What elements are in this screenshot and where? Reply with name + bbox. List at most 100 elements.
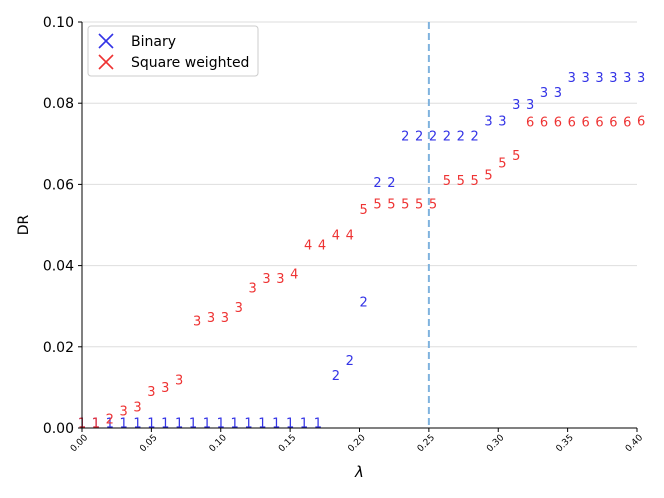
point-binary-4: 1 — [133, 416, 141, 431]
point-square-weighted-20: 5 — [360, 203, 368, 218]
point-square-weighted-27: 5 — [457, 174, 465, 189]
point-square-weighted-15: 4 — [290, 268, 298, 283]
point-square-weighted-6: 3 — [161, 381, 169, 396]
point-square-weighted-7: 3 — [175, 373, 183, 388]
point-binary-26: 2 — [443, 130, 451, 145]
y-tick-label-1: 0.02 — [43, 340, 74, 356]
x-tick-label-1: 0.05 — [138, 433, 159, 454]
point-binary-23: 2 — [401, 130, 409, 145]
point-binary-21: 2 — [373, 176, 381, 191]
point-square-weighted-14: 3 — [276, 272, 284, 287]
point-square-weighted-19: 4 — [346, 229, 354, 244]
point-binary-29: 3 — [484, 115, 492, 130]
point-binary-3: 1 — [119, 416, 127, 431]
point-binary-24: 2 — [415, 130, 423, 145]
point-square-weighted-31: 5 — [512, 149, 520, 164]
point-square-weighted-38: 6 — [609, 115, 617, 130]
point-binary-6: 1 — [161, 416, 169, 431]
point-binary-33: 3 — [540, 86, 548, 101]
point-square-weighted-35: 6 — [568, 115, 576, 130]
point-binary-2: 1 — [106, 416, 114, 431]
point-binary-14: 1 — [272, 416, 280, 431]
point-square-weighted-12: 3 — [249, 282, 257, 297]
point-binary-28: 2 — [471, 130, 479, 145]
point-square-weighted-22: 5 — [387, 197, 395, 212]
point-binary-38: 3 — [609, 71, 617, 86]
point-square-weighted-33: 6 — [540, 115, 548, 130]
y-axis-label: DR — [16, 214, 32, 235]
point-square-weighted-21: 5 — [373, 197, 381, 212]
axes — [81, 22, 637, 429]
point-binary-19: 2 — [346, 354, 354, 369]
point-binary-7: 1 — [175, 416, 183, 431]
point-square-weighted-18: 4 — [332, 229, 340, 244]
x-tick-label-3: 0.15 — [277, 433, 298, 454]
point-binary-34: 3 — [554, 86, 562, 101]
y-tick-label-5: 0.10 — [43, 15, 74, 31]
x-tick-label-6: 0.30 — [485, 433, 506, 454]
point-square-weighted-9: 3 — [207, 311, 215, 326]
x-tick-label-5: 0.25 — [416, 433, 437, 454]
point-square-weighted-24: 5 — [415, 197, 423, 212]
legend-box — [87, 25, 259, 77]
x-tick-label-7: 0.35 — [555, 433, 576, 454]
point-binary-31: 3 — [512, 98, 520, 113]
point-square-weighted-8: 3 — [193, 314, 201, 329]
x-tick-label-2: 0.10 — [208, 433, 229, 454]
point-binary-27: 2 — [457, 130, 465, 145]
point-binary-5: 1 — [147, 416, 155, 431]
point-square-weighted-3: 3 — [119, 405, 127, 420]
point-binary-32: 3 — [526, 98, 534, 113]
point-square-weighted-16: 4 — [304, 238, 312, 253]
point-square-weighted-30: 5 — [498, 156, 506, 171]
point-binary-10: 1 — [217, 416, 225, 431]
tick-labels: 0.000.020.040.060.080.100.00 0.05 0.10 0.15… — [43, 15, 645, 454]
legend: Binary Square weighted — [87, 25, 259, 77]
point-binary-30: 3 — [498, 115, 506, 130]
point-square-weighted-1: 1 — [92, 416, 100, 431]
point-binary-25: 2 — [429, 130, 437, 145]
legend-label-0: Binary — [131, 34, 176, 50]
point-square-weighted-39: 6 — [623, 115, 631, 130]
point-binary-37: 3 — [595, 71, 603, 86]
point-binary-12: 1 — [244, 416, 252, 431]
point-square-weighted-11: 3 — [235, 301, 243, 316]
point-square-weighted-25: 5 — [429, 197, 437, 212]
point-square-weighted-4: 3 — [133, 400, 141, 415]
point-square-weighted-5: 3 — [147, 385, 155, 400]
point-square-weighted-26: 5 — [443, 174, 451, 189]
grid-lines — [82, 21, 637, 429]
point-square-weighted-23: 5 — [401, 197, 409, 212]
point-square-weighted-36: 6 — [582, 115, 590, 130]
y-tick-label-2: 0.04 — [43, 259, 74, 275]
point-binary-9: 1 — [203, 416, 211, 431]
point-square-weighted-29: 5 — [484, 168, 492, 183]
point-binary-17: 1 — [314, 416, 322, 431]
legend-label-1: Square weighted — [131, 55, 249, 71]
point-binary-8: 1 — [189, 416, 197, 431]
point-binary-40: 3 — [637, 71, 645, 86]
point-square-weighted-32: 6 — [526, 115, 534, 130]
point-binary-20: 2 — [360, 295, 368, 310]
x-tick-label-8: 0.40 — [624, 433, 645, 454]
point-square-weighted-13: 3 — [262, 272, 270, 287]
point-binary-22: 2 — [387, 176, 395, 191]
x-tick-label-4: 0.20 — [346, 433, 367, 454]
point-square-weighted-10: 3 — [221, 311, 229, 326]
point-binary-11: 1 — [230, 416, 238, 431]
point-binary-1: 1 — [92, 416, 100, 431]
point-binary-36: 3 — [582, 71, 590, 86]
point-square-weighted-28: 5 — [471, 174, 479, 189]
x-axis-label: λ — [354, 463, 364, 481]
y-tick-label-3: 0.06 — [43, 177, 74, 193]
point-square-weighted-40: 6 — [637, 115, 645, 130]
point-square-weighted-34: 6 — [554, 115, 562, 130]
point-binary-15: 1 — [286, 416, 294, 431]
point-binary-35: 3 — [568, 71, 576, 86]
point-square-weighted-17: 4 — [318, 238, 326, 253]
point-binary-13: 1 — [258, 416, 266, 431]
y-tick-label-4: 0.08 — [43, 96, 74, 112]
point-binary-18: 2 — [332, 369, 340, 384]
